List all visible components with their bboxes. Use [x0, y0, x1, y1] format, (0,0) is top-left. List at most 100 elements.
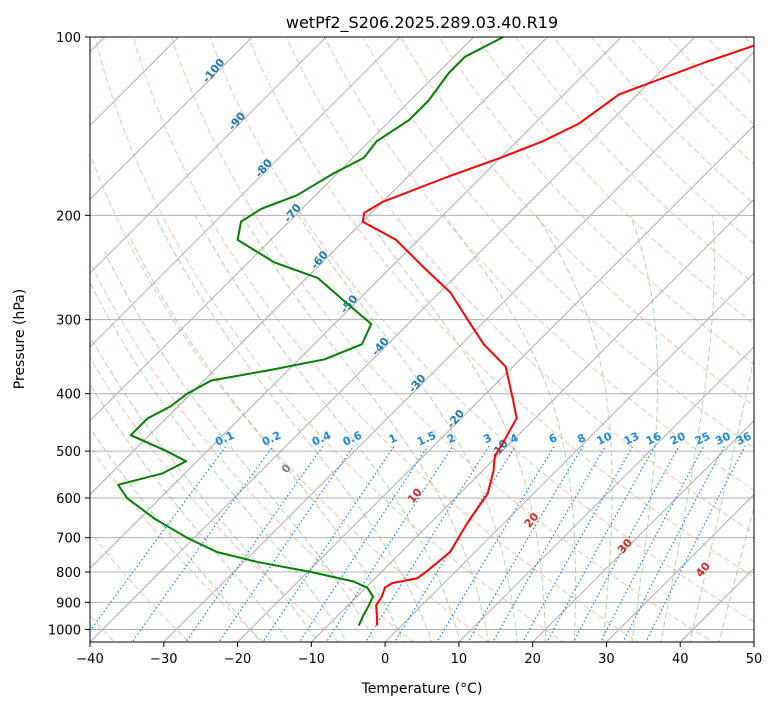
moist-adiabat-line	[444, 215, 577, 642]
mixing-ratio-label: 2	[445, 431, 457, 446]
x-tick-label: 0	[381, 652, 389, 667]
isotherm-line	[90, 37, 549, 496]
y-tick-label: 700	[56, 532, 81, 547]
y-tick-label: 900	[56, 596, 81, 611]
moist-adiabat-line	[364, 215, 547, 642]
isotherm-label: -70	[281, 201, 304, 225]
x-tick-label: 40	[672, 652, 689, 667]
mixing-ratio-line	[185, 445, 324, 642]
y-tick-label: 100	[56, 31, 81, 46]
isotherm-line	[90, 37, 327, 274]
dry-adiabat-line	[476, 37, 754, 325]
x-tick-label: −30	[150, 652, 177, 667]
isotherm-line	[0, 10, 58, 654]
dry-adiabat-line	[247, 37, 754, 578]
x-tick-label: 30	[598, 652, 615, 667]
y-tick-label: 500	[56, 445, 81, 460]
isotherm-line	[90, 37, 622, 569]
mixing-ratio-line	[262, 445, 395, 642]
isotherm-line	[90, 37, 254, 201]
y-tick-label: 1000	[48, 623, 81, 638]
moist-adiabat-line	[241, 215, 490, 642]
plot-frame	[89, 36, 755, 643]
dry-adiabat-line	[209, 37, 754, 623]
dry-adiabat-line	[323, 37, 754, 491]
mixing-ratio-label: 36	[734, 429, 754, 447]
x-tick-label: 20	[524, 652, 541, 667]
isotherm-line	[163, 51, 754, 642]
x-tick-label: −40	[76, 652, 103, 667]
mixing-ratio-line	[492, 445, 607, 642]
dewpoint-profile-line	[117, 37, 504, 626]
dry-adiabat-line	[90, 260, 415, 642]
moist-adiabat-line	[90, 383, 291, 642]
moist-adiabat-line	[535, 215, 613, 642]
y-axis-label: Pressure (hPa)	[12, 289, 28, 389]
isotherm-line	[384, 272, 754, 642]
mixing-ratio-line	[622, 445, 726, 642]
mixing-ratio-line	[546, 445, 656, 642]
dry-adiabat-line	[285, 37, 754, 534]
moist-adiabat-line	[297, 215, 518, 642]
x-tick-label: −10	[298, 652, 325, 667]
isotherm-line	[90, 37, 401, 348]
dry-adiabat-line	[90, 356, 340, 642]
mixing-ratio-label: 1	[387, 431, 399, 446]
dry-adiabat-line	[514, 37, 754, 285]
dry-adiabat-line	[400, 37, 754, 407]
moist-adiabat-line	[660, 215, 715, 642]
mixing-ratio-line	[572, 445, 680, 642]
mixing-ratio-line	[325, 445, 454, 642]
moist-adiabat-line	[90, 281, 348, 642]
isotherm-line	[90, 37, 475, 422]
mixing-ratio-label: 10	[595, 429, 615, 447]
mixing-ratio-line	[218, 445, 355, 642]
mixing-ratio-line	[131, 445, 274, 642]
dry-adiabat-line	[757, 10, 775, 654]
temperature-profile-line	[361, 44, 754, 626]
x-axis-label: Temperature (°C)	[361, 681, 483, 697]
isotherm-line	[310, 198, 754, 642]
y-tick-label: 200	[56, 209, 81, 224]
isotherm-line	[458, 346, 754, 642]
mixing-ratio-line	[467, 445, 584, 642]
isotherm-label: -40	[369, 335, 392, 359]
mixing-ratio-line	[365, 445, 490, 642]
isotherm-label: -30	[406, 372, 429, 396]
dry-adiabat-line	[90, 531, 190, 642]
dry-adiabat-line	[132, 37, 639, 642]
dry-adiabat-line	[744, 37, 754, 48]
mixing-ratio-line	[600, 445, 705, 642]
isotherm-line	[605, 493, 754, 642]
dry-adiabat-line	[705, 37, 754, 87]
isotherm-line	[753, 641, 754, 642]
isotherm-label: -20	[444, 407, 467, 431]
dry-adiabat-line	[667, 37, 754, 126]
mixing-ratio-line	[436, 445, 556, 642]
moist-adiabat-label: 30	[615, 536, 635, 556]
moist-adiabat-line	[629, 215, 659, 642]
mixing-ratio-label: 20	[668, 429, 688, 447]
mixing-ratio-line	[393, 445, 517, 642]
isotherm-label: -80	[252, 156, 275, 180]
line-labels: -100-90-80-70-60-50-40-30-20-100.1 0.2 0.4…	[200, 56, 754, 580]
moist-adiabat-line	[104, 251, 376, 642]
isotherm-line	[90, 37, 696, 642]
background-lines	[0, 10, 775, 654]
mixing-ratio-label: 6	[547, 431, 560, 446]
isotherm-line	[679, 567, 754, 642]
mixing-ratio-label: 16	[644, 429, 664, 447]
moist-adiabat-label: 10	[405, 485, 425, 505]
x-tick-label: 50	[746, 652, 763, 667]
dry-adiabat-line	[553, 37, 754, 245]
moist-adiabat-line	[718, 505, 754, 642]
dry-adiabat-line	[94, 37, 564, 642]
mixing-ratio-label: 3	[481, 431, 493, 446]
dry-adiabat-line	[591, 37, 754, 205]
moist-adiabat-line	[90, 427, 262, 642]
moist-adiabat-line	[154, 215, 433, 642]
mixing-ratio-label: 25	[693, 430, 712, 448]
isotherm-line	[531, 419, 754, 642]
dry-adiabat-line	[171, 37, 714, 642]
